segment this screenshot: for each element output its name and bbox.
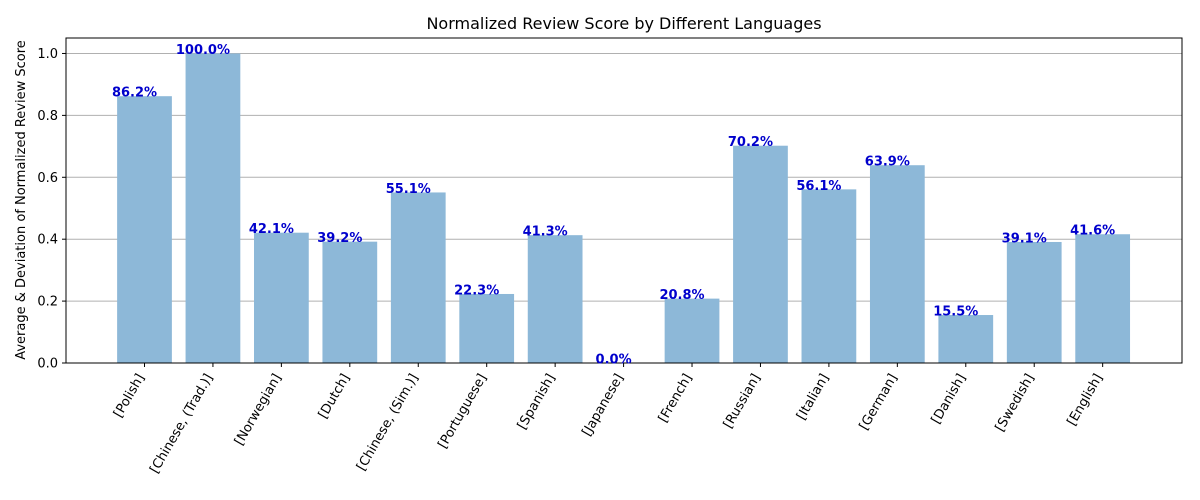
x-tick-label: [Dutch]: [316, 372, 353, 422]
y-axis-ticks: 0.0 0.2 0.4 0.6 0.8 1.0: [37, 47, 66, 372]
data-label: 42.1%: [249, 222, 294, 237]
bar: [664, 298, 720, 363]
bar: [117, 96, 172, 363]
x-tick-label: [Japanese]: [579, 372, 627, 439]
bar: [390, 192, 446, 363]
x-tick-label: [Swedish]: [993, 372, 1038, 435]
data-label: 0.0%: [596, 353, 632, 368]
x-tick-label: [French]: [656, 372, 696, 426]
data-label: 41.6%: [1070, 224, 1115, 239]
x-tick-label: [Polish]: [111, 372, 148, 421]
x-tick-label: [Portuguese]: [435, 372, 490, 452]
data-label: 63.9%: [865, 155, 910, 170]
bar: [733, 145, 788, 363]
data-labels: 86.2% 100.0% 42.1% 39.2% 55.1% 22.3% 41.3% 0.0%…: [112, 43, 1115, 368]
y-tick-label: 0.6: [37, 171, 58, 186]
y-tick-label: 0.4: [37, 233, 58, 248]
y-tick-label: 0.0: [37, 357, 58, 372]
data-label: 39.2%: [317, 231, 362, 246]
data-label: 15.5%: [933, 305, 978, 320]
data-label: 56.1%: [796, 179, 841, 194]
x-tick-label: [English]: [1065, 372, 1107, 429]
bar: [459, 293, 515, 363]
bar: [322, 241, 378, 363]
bar: [869, 165, 925, 363]
y-axis-label: Average & Deviation of Normalized Review…: [14, 40, 29, 360]
chart-title: Normalized Review Score by Different Lan…: [426, 14, 821, 33]
bar: [1075, 234, 1131, 363]
x-tick-label: [Spanish]: [515, 372, 559, 433]
bar: [254, 232, 309, 363]
data-label: 22.3%: [454, 283, 499, 298]
bar: [801, 189, 857, 363]
x-axis-ticks: [Polish] [Chinese, (Trad.)] [Norwegian] [Du…: [111, 363, 1106, 476]
x-tick-label: [Norwegian]: [232, 372, 285, 449]
data-label: 39.1%: [1002, 231, 1047, 246]
bar: [938, 315, 994, 363]
bar: [185, 53, 241, 363]
x-tick-label: [German]: [857, 372, 901, 433]
data-label: 41.3%: [523, 225, 568, 240]
bar: [527, 235, 583, 363]
data-label: 55.1%: [386, 182, 431, 197]
x-tick-label: [Chinese, (Trad.)]: [147, 372, 216, 477]
bar: [1006, 241, 1062, 363]
x-tick-label: [Chinese, (Sim.)]: [354, 372, 422, 474]
bars: [117, 53, 1131, 363]
y-tick-label: 1.0: [37, 47, 58, 62]
x-tick-label: [Russian]: [721, 372, 764, 432]
y-tick-label: 0.8: [37, 109, 58, 124]
data-label: 100.0%: [176, 43, 230, 58]
x-tick-label: [Italian]: [794, 372, 832, 423]
data-label: 86.2%: [112, 86, 157, 101]
data-label: 20.8%: [659, 288, 704, 303]
y-tick-label: 0.2: [37, 295, 58, 310]
data-label: 70.2%: [728, 135, 773, 150]
x-tick-label: [Danish]: [929, 372, 969, 427]
